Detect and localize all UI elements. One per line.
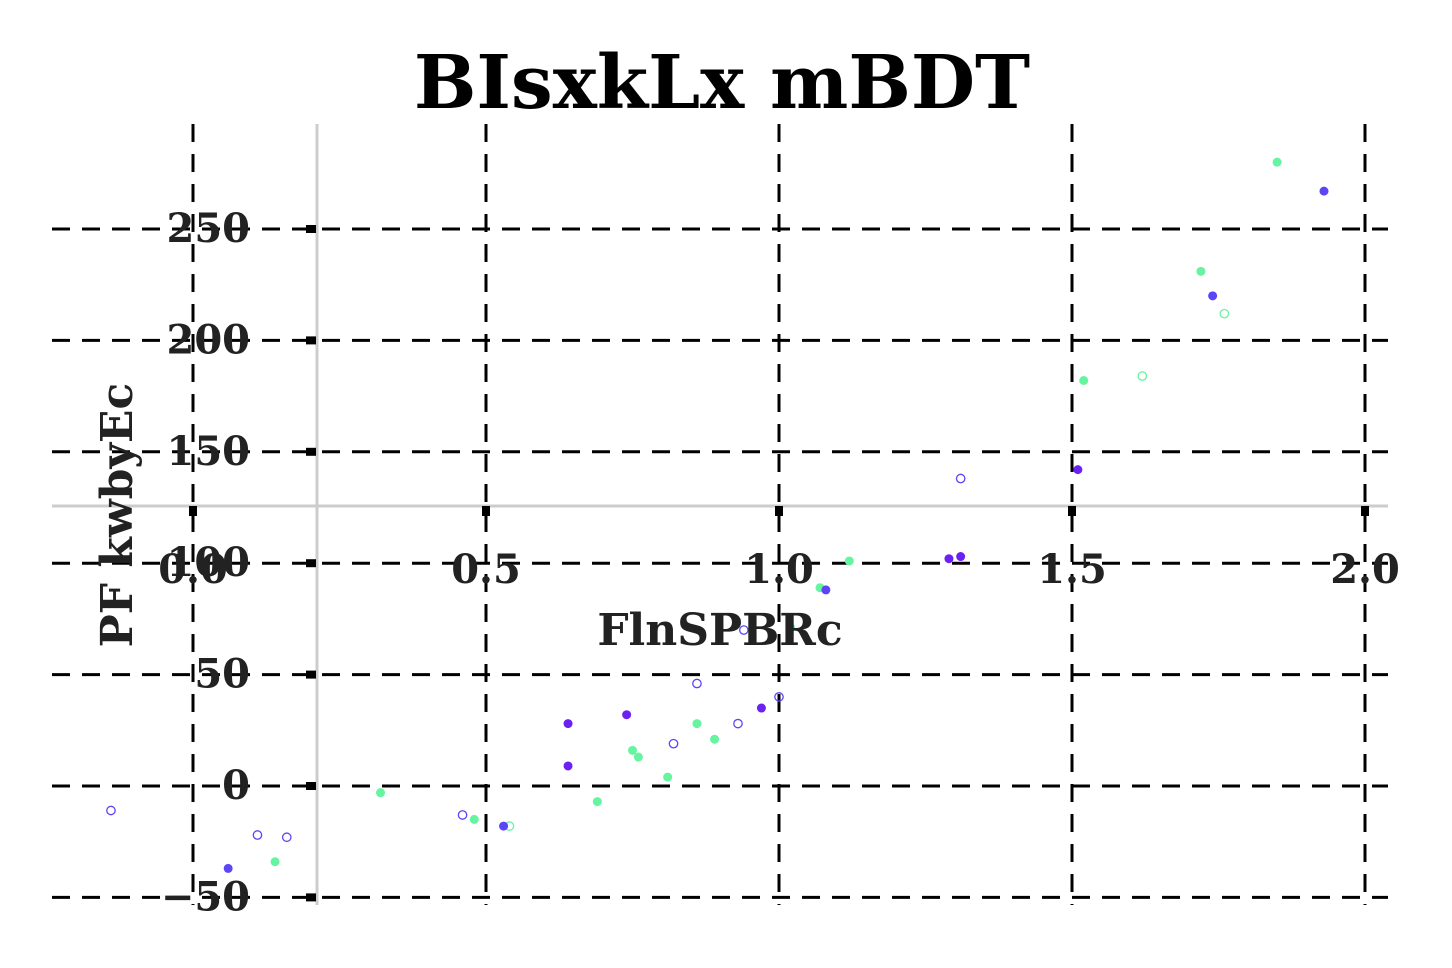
- data-point: [956, 552, 966, 562]
- data-point: [1219, 308, 1230, 319]
- y-tick-label: 200: [167, 316, 251, 363]
- y-axis-label: PF kwbyEc: [92, 383, 143, 648]
- data-point: [270, 857, 280, 867]
- data-point: [223, 863, 233, 873]
- data-point: [668, 738, 679, 749]
- data-point: [457, 810, 468, 820]
- data-point: [1319, 186, 1329, 196]
- data-point: [955, 473, 966, 484]
- data-point: [1073, 465, 1083, 475]
- data-point: [628, 745, 637, 755]
- y-tick-label: 150: [167, 428, 251, 475]
- data-point: [1079, 376, 1089, 386]
- spine-layer: [52, 124, 1388, 905]
- data-point: [1208, 291, 1218, 301]
- data-point: [821, 585, 831, 595]
- x-tick-label: 1.0: [744, 546, 814, 593]
- data-point: [622, 710, 632, 720]
- data-point: [774, 692, 784, 702]
- data-point: [786, 623, 796, 633]
- x-tick-label: 0.5: [451, 546, 521, 593]
- point-layer: [106, 157, 1329, 873]
- data-point: [756, 703, 766, 713]
- y-tick-label: 100: [167, 539, 251, 586]
- data-point: [692, 719, 702, 729]
- y-tick-label: 50: [194, 651, 250, 698]
- data-point: [1196, 266, 1206, 276]
- grid-layer: [52, 124, 1388, 905]
- data-point: [592, 797, 602, 807]
- data-point: [563, 719, 573, 729]
- y-tick-label: 0: [222, 762, 250, 809]
- data-point: [663, 772, 673, 782]
- data-point: [738, 625, 749, 635]
- data-point: [252, 830, 263, 840]
- x-axis-label: FlnSPBRc: [597, 605, 842, 656]
- y-tick-label: −50: [161, 873, 250, 920]
- data-point: [733, 718, 743, 729]
- data-point: [1272, 157, 1282, 167]
- data-point: [563, 761, 573, 771]
- data-point: [944, 554, 954, 564]
- data-point: [692, 678, 702, 689]
- data-point: [499, 821, 509, 831]
- data-point: [1137, 371, 1148, 381]
- data-point: [281, 832, 292, 843]
- data-point: [633, 752, 643, 762]
- data-point: [710, 734, 720, 744]
- tick-label-layer: −50 0 50 100 150 200 250 0.0 0.5 1.0 1.5 2.0: [158, 205, 1400, 920]
- tick-layer: [189, 225, 1369, 902]
- x-tick-label: 2.0: [1330, 546, 1400, 593]
- x-tick-label: 0.0: [158, 546, 228, 593]
- data-point: [106, 805, 116, 816]
- x-tick-label: 1.5: [1037, 546, 1107, 593]
- data-point: [844, 556, 854, 566]
- data-point: [469, 814, 479, 824]
- y-tick-label: 250: [167, 205, 251, 252]
- data-point: [376, 788, 386, 798]
- chart-title: BIsxkLx mBDT: [414, 40, 1030, 126]
